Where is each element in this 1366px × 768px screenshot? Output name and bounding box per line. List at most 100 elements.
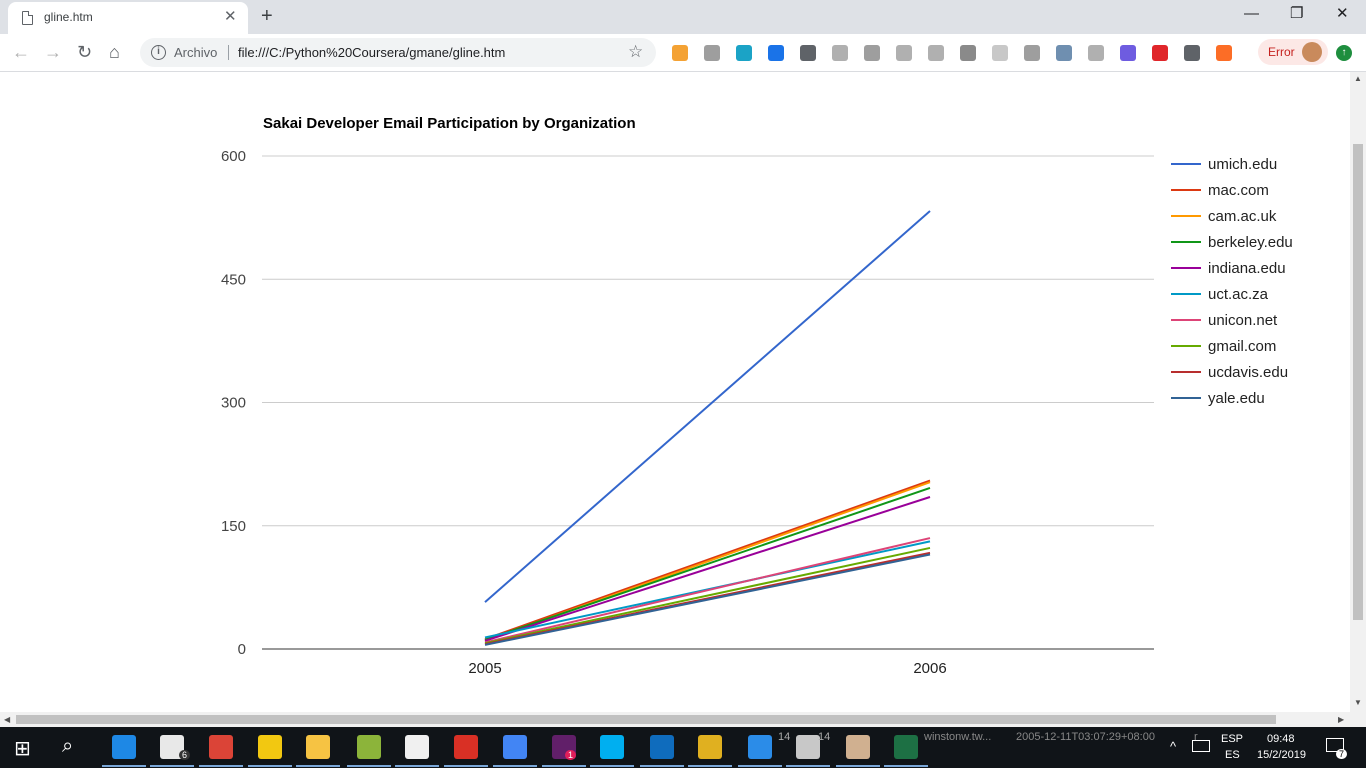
running-indicator (493, 765, 537, 767)
series-line-indiana-edu[interactable] (484, 496, 931, 642)
folder-icon[interactable] (306, 735, 330, 759)
taskbar-cell-b: 14 (818, 731, 831, 743)
scroll-down-arrow-icon[interactable]: ▼ (1354, 698, 1362, 707)
browser-toolbar: ← → ↻ ⌂ i Archivo file:///C:/Python%20Co… (0, 34, 1366, 72)
profile-error-button[interactable]: Error (1258, 39, 1328, 65)
chrome-red-icon[interactable] (454, 735, 478, 759)
redux-icon[interactable] (1120, 45, 1136, 61)
update-icon[interactable]: ↑ (1336, 45, 1352, 61)
gear-icon[interactable] (1088, 45, 1104, 61)
circle-icon[interactable] (960, 45, 976, 61)
outlook-icon[interactable] (650, 735, 674, 759)
cloud-icon[interactable] (928, 45, 944, 61)
horizontal-scroll-thumb[interactable] (16, 715, 1276, 724)
running-indicator (688, 765, 732, 767)
note-icon[interactable] (405, 735, 429, 759)
legend-label[interactable]: yale.edu (1208, 390, 1265, 407)
vscode-icon[interactable] (748, 735, 772, 759)
legend-label[interactable]: unicon.net (1208, 312, 1278, 329)
legend-label[interactable]: ucdavis.edu (1208, 364, 1288, 381)
battery-icon[interactable] (1192, 740, 1210, 752)
series-line-mac-com[interactable] (484, 479, 931, 641)
mail-badge: 6 (179, 750, 191, 760)
language-bottom[interactable]: ES (1225, 749, 1240, 761)
series-line-unicon-net[interactable] (484, 537, 931, 644)
clock-time[interactable]: 09:48 (1267, 733, 1295, 745)
running-indicator (199, 765, 243, 767)
excel-icon[interactable] (894, 735, 918, 759)
taskbar-r-text: r (1194, 731, 1198, 743)
info-icon[interactable]: i (151, 45, 166, 60)
notifications-icon[interactable] (1326, 738, 1344, 752)
git-icon[interactable] (698, 735, 722, 759)
grid-icon[interactable] (992, 45, 1008, 61)
series-line-gmail-com[interactable] (484, 546, 931, 645)
search-icon[interactable]: ⌕ (62, 735, 74, 757)
horizontal-scrollbar[interactable]: ◀ ▶ (0, 712, 1366, 727)
megaphone-icon[interactable] (768, 45, 784, 61)
tab-close-icon[interactable]: ✕ (224, 8, 237, 25)
reload-button[interactable]: ↻ (77, 42, 93, 62)
legend-label[interactable]: berkeley.edu (1208, 234, 1293, 251)
legend-label[interactable]: umich.edu (1208, 156, 1277, 173)
url-separator (228, 45, 229, 60)
new-tab-button[interactable]: + (261, 5, 273, 27)
legend-label[interactable]: gmail.com (1208, 338, 1276, 355)
url-scheme-label: Archivo (174, 45, 218, 60)
deb-icon[interactable] (704, 45, 720, 61)
angular-icon[interactable] (800, 45, 816, 61)
legend-label[interactable]: mac.com (1208, 182, 1269, 199)
react-icon[interactable] (736, 45, 752, 61)
y-tick-label: 0 (238, 641, 246, 658)
back-button[interactable]: ← (12, 42, 30, 62)
paint-icon[interactable] (846, 735, 870, 759)
chrome-icon[interactable] (209, 735, 233, 759)
url-text[interactable]: file:///C:/Python%20Coursera/gmane/gline… (238, 45, 506, 60)
tab-gline[interactable]: gline.htm ✕ (8, 2, 248, 34)
taskbar-window-text[interactable]: winstonw.tw... (924, 731, 992, 743)
scroll-right-arrow-icon[interactable]: ▶ (1338, 715, 1345, 724)
bird-icon[interactable] (672, 45, 688, 61)
home-button[interactable]: ⌂ (109, 42, 120, 62)
chart-legend: umich.edu mac.com cam.ac.uk berkeley.edu ind… (1171, 156, 1293, 407)
forward-button[interactable]: → (44, 42, 62, 62)
language-top[interactable]: ESP (1221, 733, 1244, 745)
running-indicator (786, 765, 830, 767)
edge-icon[interactable] (112, 735, 136, 759)
vertical-scrollbar[interactable]: ▲ ▼ (1350, 72, 1366, 712)
series-line-yale-edu[interactable] (484, 553, 931, 646)
database-icon[interactable] (796, 735, 820, 759)
ufo-icon[interactable] (1056, 45, 1072, 61)
tray-chevron-icon[interactable]: ^ (1170, 739, 1177, 754)
scroll-up-arrow-icon[interactable]: ▲ (1354, 74, 1362, 83)
store-icon[interactable] (258, 735, 282, 759)
windows-start-icon[interactable]: ⊞ (14, 738, 31, 760)
legend-label[interactable]: cam.ac.uk (1208, 208, 1277, 225)
minimize-button[interactable]: — (1244, 5, 1259, 22)
gitlab-icon[interactable] (1216, 45, 1232, 61)
skype-icon[interactable] (600, 735, 624, 759)
series-line-umich-edu[interactable] (484, 210, 931, 603)
eye-icon[interactable] (1184, 45, 1200, 61)
close-window-button[interactable]: ✕ (1336, 5, 1349, 22)
vertical-scroll-thumb[interactable] (1353, 144, 1363, 620)
lambda-icon[interactable] (357, 735, 381, 759)
panel-icon[interactable] (1024, 45, 1040, 61)
font-icon[interactable] (864, 45, 880, 61)
legend-label[interactable]: indiana.edu (1208, 260, 1286, 277)
maximize-button[interactable]: ❐ (1290, 5, 1304, 22)
clock-date[interactable]: 15/2/2019 (1257, 749, 1306, 761)
legend-label[interactable]: uct.ac.za (1208, 286, 1269, 303)
scroll-left-arrow-icon[interactable]: ◀ (4, 715, 11, 724)
angular-gray-icon[interactable] (896, 45, 912, 61)
series-line-berkeley-edu[interactable] (484, 487, 931, 641)
running-indicator (347, 765, 391, 767)
y-tick-label: 150 (221, 518, 246, 535)
opera-icon[interactable] (1152, 45, 1168, 61)
chrome-active-icon[interactable] (503, 735, 527, 759)
bookmark-star-icon[interactable]: ☆ (628, 42, 644, 61)
address-bar[interactable]: i Archivo file:///C:/Python%20Coursera/g… (140, 38, 656, 67)
tree-icon[interactable] (832, 45, 848, 61)
page-content: Sakai Developer Email Participation by O… (0, 72, 1350, 712)
line-chart: Sakai Developer Email Participation by O… (221, 115, 1293, 677)
